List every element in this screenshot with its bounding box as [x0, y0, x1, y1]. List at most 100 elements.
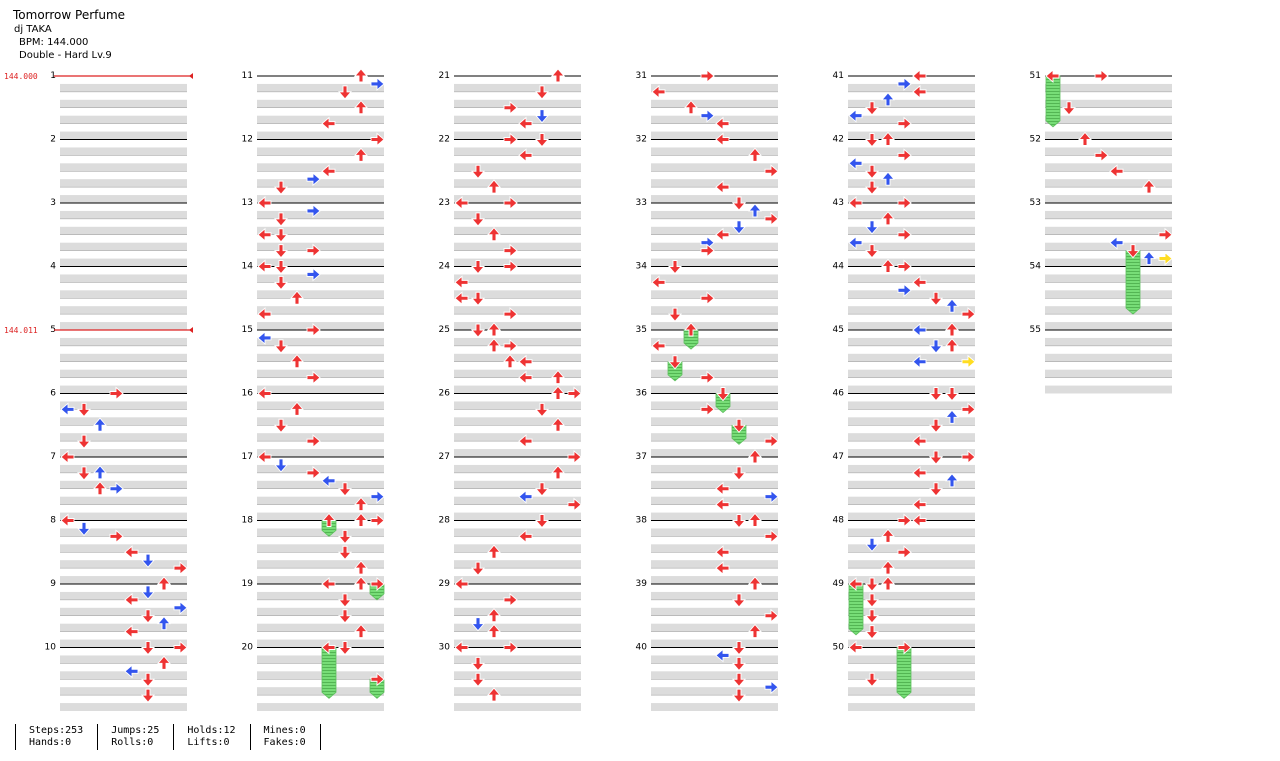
measure-number: 27 [439, 452, 450, 462]
measure-number: 16 [242, 389, 254, 399]
quarter-band [454, 639, 581, 648]
stat-rolls: Rolls:0 [111, 737, 154, 748]
quarter-band [257, 576, 384, 584]
arrow-note-r [306, 243, 321, 258]
arrow-note-d [732, 656, 746, 672]
quarter-band [60, 385, 187, 394]
quarter-band [848, 703, 975, 711]
measure-number: 28 [439, 516, 451, 526]
bpm-marker [189, 327, 193, 333]
quarter-band [848, 147, 975, 156]
quarter-band [454, 337, 581, 346]
quarter-band [257, 496, 384, 505]
arrow-note-r [764, 608, 779, 623]
arrow-note-l [912, 513, 927, 528]
arrow-note-r [109, 481, 124, 496]
stats-panel: Steps:253 Hands:0 Jumps:25 Rolls:0 Holds… [15, 724, 321, 750]
measure-number: 40 [636, 643, 648, 653]
quarter-band [651, 433, 778, 442]
quarter-band [257, 306, 384, 315]
arrow-note-d [945, 387, 959, 402]
quarter-band [848, 687, 975, 696]
arrow-note-d [732, 672, 746, 687]
song-difficulty: Double - Hard Lv.9 [19, 50, 112, 61]
arrow-note-d [471, 291, 485, 306]
quarter-band [651, 560, 778, 569]
arrow-note-r [503, 592, 518, 607]
arrow-note-d [865, 609, 879, 624]
quarter-band [651, 417, 778, 426]
arrow-note-d [471, 323, 485, 338]
quarter-band [651, 655, 778, 664]
quarter-band [454, 147, 581, 156]
arrow-note-r [370, 577, 385, 591]
arrow-note-r [503, 132, 518, 147]
arrow-note-u [748, 449, 762, 464]
arrow-note-d [274, 180, 288, 195]
measure-number: 35 [636, 325, 647, 335]
arrow-note-l [651, 275, 666, 290]
arrow-note-u [93, 417, 107, 432]
quarter-band [651, 623, 778, 632]
quarter-band [651, 496, 778, 505]
arrow-note-d [865, 133, 879, 148]
stat-hands: Hands:0 [29, 737, 72, 748]
quarter-band [454, 258, 581, 267]
quarter-band [651, 385, 778, 394]
quarter-band [454, 99, 581, 108]
arrow-note-r [897, 227, 912, 242]
quarter-band [848, 195, 975, 203]
arrow-note-d [274, 275, 288, 291]
quarter-band [848, 560, 975, 569]
quarter-band [1045, 322, 1172, 330]
arrow-note-r [897, 283, 912, 298]
quarter-band [651, 226, 778, 235]
quarter-band [60, 671, 187, 680]
arrow-note-r [700, 108, 715, 123]
arrow-note-l [651, 84, 666, 99]
arrow-note-l [912, 354, 927, 369]
arrow-note-l [1109, 164, 1124, 179]
arrow-note-l [848, 235, 863, 250]
arrow-note-d [535, 482, 549, 497]
quarter-band [848, 385, 975, 394]
quarter-band [257, 115, 384, 124]
arrow-note-l [518, 434, 533, 449]
measure-number: 51 [1030, 71, 1041, 81]
arrow-note-l [912, 434, 927, 449]
arrow-note-u [945, 338, 959, 353]
arrow-note-r [370, 513, 385, 528]
arrow-note-r [503, 640, 518, 655]
arrow-note-d [732, 220, 746, 235]
stat-steps-hands: Steps:253 Hands:0 [15, 724, 97, 750]
quarter-band [257, 512, 384, 521]
arrow-note-u [503, 354, 517, 369]
arrow-note-u [487, 544, 501, 559]
quarter-band [1045, 115, 1172, 124]
quarter-band [60, 687, 187, 696]
quarter-band [257, 687, 384, 696]
arrow-note-d [535, 514, 549, 529]
arrow-note-d [865, 101, 879, 116]
arrow-note-d [471, 656, 485, 672]
quarter-band [454, 576, 581, 584]
quarter-band [454, 528, 581, 537]
quarter-band [257, 242, 384, 251]
arrow-note-r [700, 291, 715, 306]
stat-lifts: Lifts:0 [187, 737, 230, 748]
quarter-band [257, 226, 384, 235]
arrow-note-l [912, 69, 927, 83]
arrow-note-u [551, 465, 565, 480]
arrow-note-d [865, 164, 879, 179]
song-title: Tomorrow Perfume [13, 8, 126, 22]
arrow-note-d [668, 355, 682, 370]
quarter-band [257, 290, 384, 299]
arrow-note-u [881, 211, 895, 226]
quarter-band [848, 417, 975, 426]
arrow-note-r [370, 76, 385, 91]
arrow-note-l [257, 450, 272, 464]
arrow-note-d [77, 466, 91, 481]
quarter-band [651, 464, 778, 473]
quarter-band [651, 83, 778, 92]
arrow-note-u [1078, 131, 1092, 146]
